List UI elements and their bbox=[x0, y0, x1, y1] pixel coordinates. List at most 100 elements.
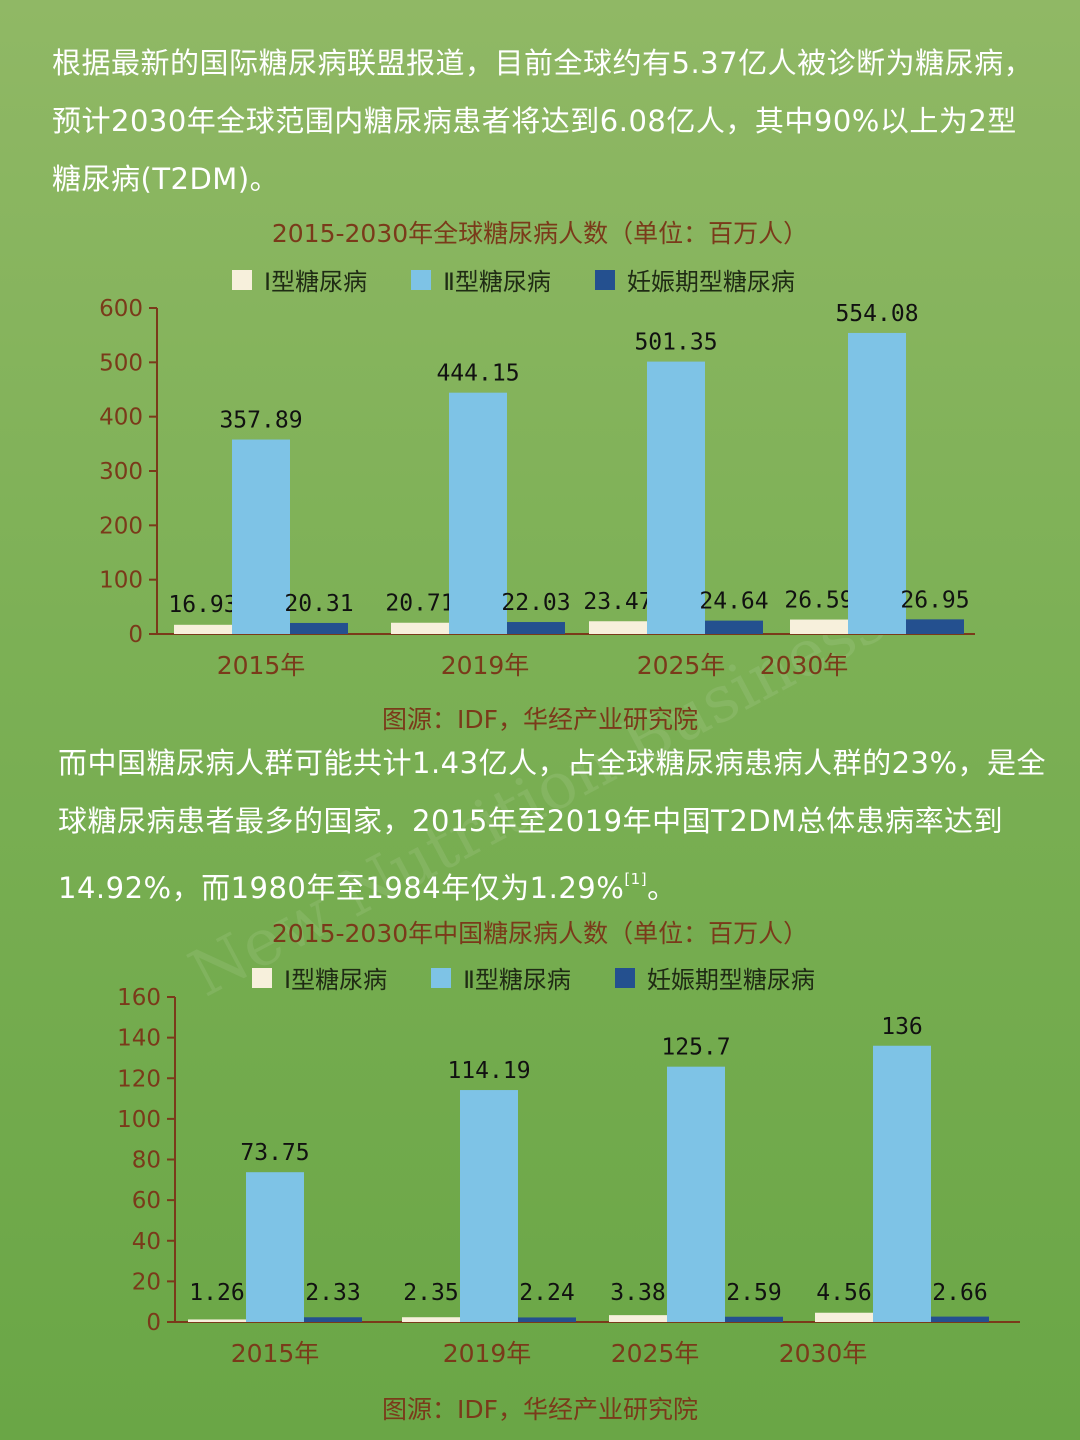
bar-type2 bbox=[232, 439, 290, 634]
y-tick-label: 140 bbox=[117, 1026, 161, 1052]
x-category-label: 2025年 bbox=[611, 1339, 700, 1368]
bar-type1 bbox=[589, 621, 647, 634]
citation-ref: [1] bbox=[624, 870, 648, 888]
y-tick-label: 500 bbox=[99, 350, 143, 376]
legend-label-type1: Ⅰ型糖尿病 bbox=[284, 966, 388, 994]
data-label: 73.75 bbox=[240, 1140, 309, 1166]
data-label: 4.56 bbox=[816, 1280, 871, 1306]
chart2-source: 图源：IDF，华经产业研究院 bbox=[381, 1395, 698, 1424]
intro-paragraph: 根据最新的国际糖尿病联盟报道，目前全球约有5.37亿人被诊断为糖尿病，预计203… bbox=[52, 46, 1034, 196]
chart2-title: 2015-2030年中国糖尿病人数（单位：百万人） bbox=[271, 919, 809, 948]
y-tick-label: 0 bbox=[128, 622, 143, 648]
data-label: 3.38 bbox=[610, 1280, 665, 1306]
chart1-global-diabetes: 0 100 200 300 400 500 600 16.93 357.89 20.31 2015年… bbox=[99, 296, 975, 680]
y-tick-label: 80 bbox=[132, 1148, 161, 1174]
y-tick-label: 60 bbox=[132, 1188, 161, 1214]
bar-type2 bbox=[246, 1172, 304, 1322]
bar-type1 bbox=[188, 1319, 246, 1322]
data-label: 22.03 bbox=[501, 590, 570, 616]
china-paragraph-end: 。 bbox=[647, 871, 677, 905]
data-label: 136 bbox=[881, 1014, 923, 1040]
bar-type1 bbox=[790, 619, 848, 634]
y-tick-label: 200 bbox=[99, 513, 143, 539]
data-label: 26.59 bbox=[784, 588, 853, 614]
bar-gestational bbox=[507, 622, 565, 634]
legend-label-type2: Ⅱ型糖尿病 bbox=[443, 268, 551, 296]
data-label: 2.24 bbox=[519, 1280, 574, 1306]
y-tick-label: 100 bbox=[117, 1107, 161, 1133]
bar-type1 bbox=[174, 624, 232, 634]
legend-swatch-type1 bbox=[252, 967, 272, 988]
bar-type2 bbox=[449, 392, 507, 634]
legend-swatch-type2 bbox=[431, 967, 452, 988]
bar-type1 bbox=[609, 1315, 667, 1322]
data-label: 444.15 bbox=[436, 361, 519, 387]
data-label: 114.19 bbox=[447, 1058, 530, 1084]
data-label: 2.59 bbox=[726, 1280, 781, 1306]
legend-label-gestational: 妊娠期型糖尿病 bbox=[626, 268, 795, 296]
x-category-label: 2025年 bbox=[637, 651, 726, 680]
x-category-label: 2030年 bbox=[760, 651, 849, 680]
data-label: 1.26 bbox=[189, 1280, 244, 1306]
legend-item-type1: Ⅰ型糖尿病 bbox=[252, 960, 387, 995]
y-tick-label: 160 bbox=[117, 985, 161, 1011]
bar-type2 bbox=[848, 332, 906, 634]
data-label: 554.08 bbox=[835, 301, 918, 327]
chart1-source: 图源：IDF，华经产业研究院 bbox=[381, 705, 698, 734]
y-tick-label: 100 bbox=[99, 568, 143, 594]
bar-gestational bbox=[705, 620, 763, 634]
y-tick-label: 600 bbox=[99, 296, 143, 322]
bar-gestational bbox=[290, 622, 348, 634]
china-paragraph-text: 而中国糖尿病人群可能共计1.43亿人，占全球糖尿病患病人群的23%，是全球糖尿病… bbox=[58, 746, 1047, 905]
y-tick-label: 20 bbox=[132, 1269, 161, 1295]
legend-label-type2: Ⅱ型糖尿病 bbox=[463, 966, 571, 994]
x-category-label: 2030年 bbox=[779, 1339, 868, 1368]
legend-item-type2: Ⅱ型糖尿病 bbox=[431, 960, 571, 995]
bar-gestational bbox=[931, 1316, 989, 1322]
x-category-label: 2015年 bbox=[217, 651, 306, 680]
data-label: 125.7 bbox=[661, 1035, 730, 1061]
bar-type2 bbox=[873, 1045, 931, 1322]
chart1-legend: Ⅰ型糖尿病 Ⅱ型糖尿病 妊娠期型糖尿病 bbox=[232, 262, 839, 297]
legend-item-type2: Ⅱ型糖尿病 bbox=[411, 262, 551, 297]
data-label: 2.33 bbox=[305, 1280, 360, 1306]
data-label: 2.35 bbox=[403, 1280, 458, 1306]
data-label: 2.66 bbox=[932, 1280, 987, 1306]
data-label: 16.93 bbox=[168, 592, 237, 618]
y-tick-label: 40 bbox=[132, 1229, 161, 1255]
legend-swatch-type2 bbox=[411, 269, 432, 290]
bar-gestational bbox=[518, 1317, 576, 1322]
chart2-legend: Ⅰ型糖尿病 Ⅱ型糖尿病 妊娠期型糖尿病 bbox=[252, 960, 859, 995]
data-label: 24.64 bbox=[699, 589, 768, 615]
chart2-china-diabetes: 0 20 40 60 80 100 120 140 160 1.26 73.75 2.33 2015年 2… bbox=[117, 985, 1020, 1368]
legend-item-type1: Ⅰ型糖尿病 bbox=[232, 262, 367, 297]
y-tick-label: 0 bbox=[146, 1310, 161, 1336]
y-tick-label: 300 bbox=[99, 459, 143, 485]
data-label: 357.89 bbox=[219, 408, 302, 434]
bar-type1 bbox=[815, 1312, 873, 1322]
legend-swatch-gestational bbox=[614, 967, 635, 988]
bar-type2 bbox=[647, 361, 705, 634]
bar-type2 bbox=[460, 1090, 518, 1322]
y-tick-label: 400 bbox=[99, 405, 143, 431]
data-label: 20.71 bbox=[385, 591, 454, 617]
bar-type1 bbox=[402, 1317, 460, 1322]
legend-item-gestational: 妊娠期型糖尿病 bbox=[594, 262, 795, 297]
legend-swatch-type1 bbox=[232, 269, 252, 290]
bar-gestational bbox=[725, 1316, 783, 1322]
x-category-label: 2019年 bbox=[441, 651, 530, 680]
legend-item-gestational: 妊娠期型糖尿病 bbox=[614, 960, 815, 995]
legend-swatch-gestational bbox=[594, 269, 615, 290]
x-category-label: 2015年 bbox=[231, 1339, 320, 1368]
data-label: 20.31 bbox=[284, 591, 353, 617]
data-label: 26.95 bbox=[900, 587, 969, 613]
china-paragraph: 而中国糖尿病人群可能共计1.43亿人，占全球糖尿病患病人群的23%，是全球糖尿病… bbox=[58, 734, 1048, 917]
chart1-title: 2015-2030年全球糖尿病人数（单位：百万人） bbox=[271, 219, 809, 248]
bar-gestational bbox=[906, 619, 964, 634]
bar-type2 bbox=[667, 1066, 725, 1322]
bar-gestational bbox=[304, 1317, 362, 1322]
bar-type1 bbox=[391, 622, 449, 634]
legend-label-gestational: 妊娠期型糖尿病 bbox=[646, 966, 815, 994]
x-category-label: 2019年 bbox=[443, 1339, 532, 1368]
y-tick-label: 120 bbox=[117, 1066, 161, 1092]
